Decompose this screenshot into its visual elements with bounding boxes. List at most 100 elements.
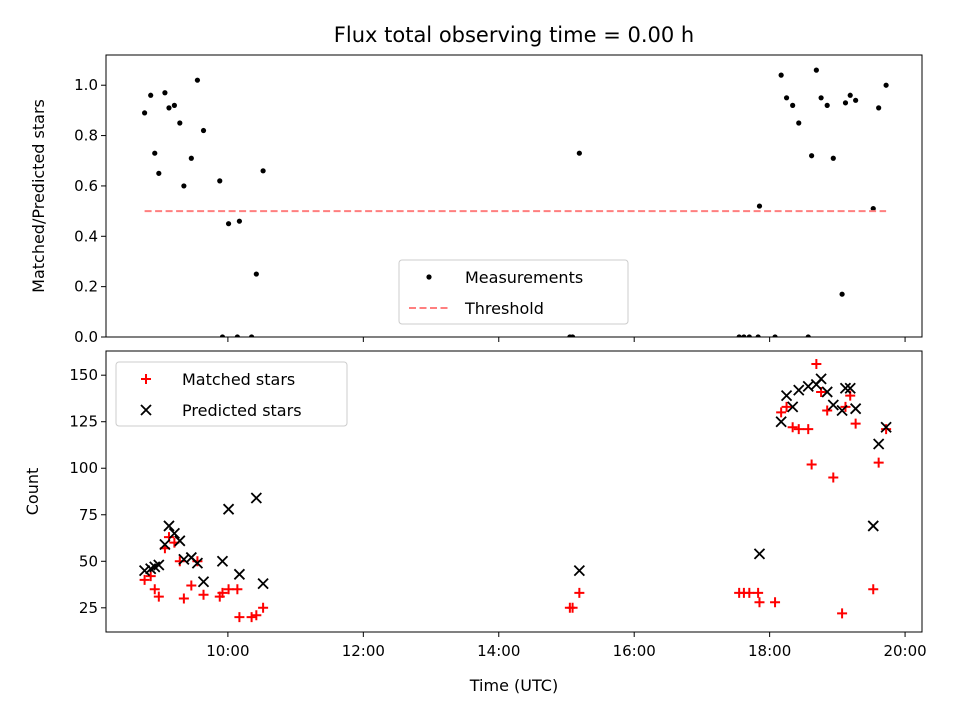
matched-point [139,574,150,585]
matched-point [803,424,814,435]
measurement-point [260,168,266,174]
predicted-point [250,492,262,504]
measurement-point [818,95,824,101]
measurement-point [876,105,882,111]
ratio-y-tick-label: 0.6 [74,177,98,195]
measurement-point [569,334,576,337]
predicted-point [191,557,204,569]
predicted-point [163,520,175,532]
ratio-y-tick-label: 0.2 [74,278,98,296]
count-y-tick-label: 150 [69,366,98,384]
predicted-point [573,564,585,577]
count-y-tick-label: 100 [69,459,98,477]
ratio-panel: 0.0 0.2 0.4 0.6 0.8 1.0 Measurements Threshold [74,54,923,346]
measurement-point [839,291,845,297]
ratio-y-tick-label: 0.0 [74,328,98,346]
ratio-axes-frame [105,54,923,338]
matched-point [149,584,160,595]
matched-point [822,405,833,416]
measurement-point [152,150,158,156]
matched-point [567,602,578,613]
count-y-tick-label: 50 [79,552,98,570]
matched-point [246,612,257,623]
predicted-point [780,390,793,402]
matched-point [873,457,884,468]
predicted-point [880,421,892,433]
matched-point [178,593,189,604]
measurement-point [225,221,232,227]
legend-marker [141,374,151,384]
predicted-point [159,538,171,551]
ratio-y-tick-label: 0.4 [74,227,98,245]
ratio-y-tick-label: 1.0 [74,76,98,94]
predicted-point [222,503,235,515]
legend-label: Matched stars [182,370,295,389]
matched-point [217,587,228,598]
predicted-point [873,438,885,450]
matched-point [806,459,817,470]
matched-point [258,602,269,613]
bottom-y-axis-label: Count [23,468,42,516]
predicted-point [233,568,246,580]
legend-label: Measurements [465,268,583,287]
count-y-tick-label: 125 [69,413,98,431]
matched-point [770,597,781,608]
predicted-point [174,535,186,547]
predicted-point [867,520,879,532]
matched-point [828,472,839,483]
measurement-point [177,120,183,126]
count-legend: Matched stars Predicted stars [115,361,348,427]
matched-point [251,610,262,621]
matched-point [787,422,798,433]
matched-point [234,612,245,623]
measurement-point [156,170,162,176]
matched-point [837,608,848,619]
measurement-point [576,150,582,156]
measurement-point [148,92,154,98]
measurement-point [217,178,223,184]
matched-point [223,584,234,595]
measurement-point [194,77,201,83]
measurement-point [219,334,226,337]
legend-label: Threshold [464,299,544,318]
predicted-point [787,401,799,413]
measurement-point [746,334,752,337]
measurement-point [236,218,243,224]
matched-point [850,418,861,429]
predicted-point [821,386,833,398]
measurement-point [830,155,836,161]
measurement-point [842,100,849,106]
predicted-point [839,382,852,394]
predicted-point [153,559,165,571]
count-x-tick-label: 14:00 [477,642,520,660]
measurement-point [805,334,811,337]
measurement-point [253,271,259,277]
count-x-tick-label: 10:00 [206,642,249,660]
measurement-point [783,95,790,101]
predicted-point [216,555,229,567]
predicted-point [257,577,269,590]
matched-point [793,424,804,435]
count-x-tick-label: 16:00 [613,642,656,660]
predicted-point [850,403,862,415]
matched-point [811,359,822,370]
count-x-tick-label: 18:00 [748,642,791,660]
matched-point [776,407,787,418]
predicted-point [827,399,839,411]
predicted-point [836,404,848,417]
matched-point [881,424,892,435]
measurement-point [200,127,207,134]
count-y-tick-label: 25 [79,599,98,617]
ratio-legend: Measurements Threshold [398,259,629,325]
predicted-point [775,416,787,428]
measurement-point [755,334,761,337]
matched-point [574,587,585,598]
predicted-point [844,382,856,394]
measurement-point [790,102,796,108]
measurement-point [166,105,172,111]
measurement-point [234,334,240,337]
matched-point [753,587,764,598]
count-panel: 25 50 75 100 125 150 10:00 12:00 14:00 16:00 18:00… [69,350,927,660]
matched-point [744,587,755,598]
